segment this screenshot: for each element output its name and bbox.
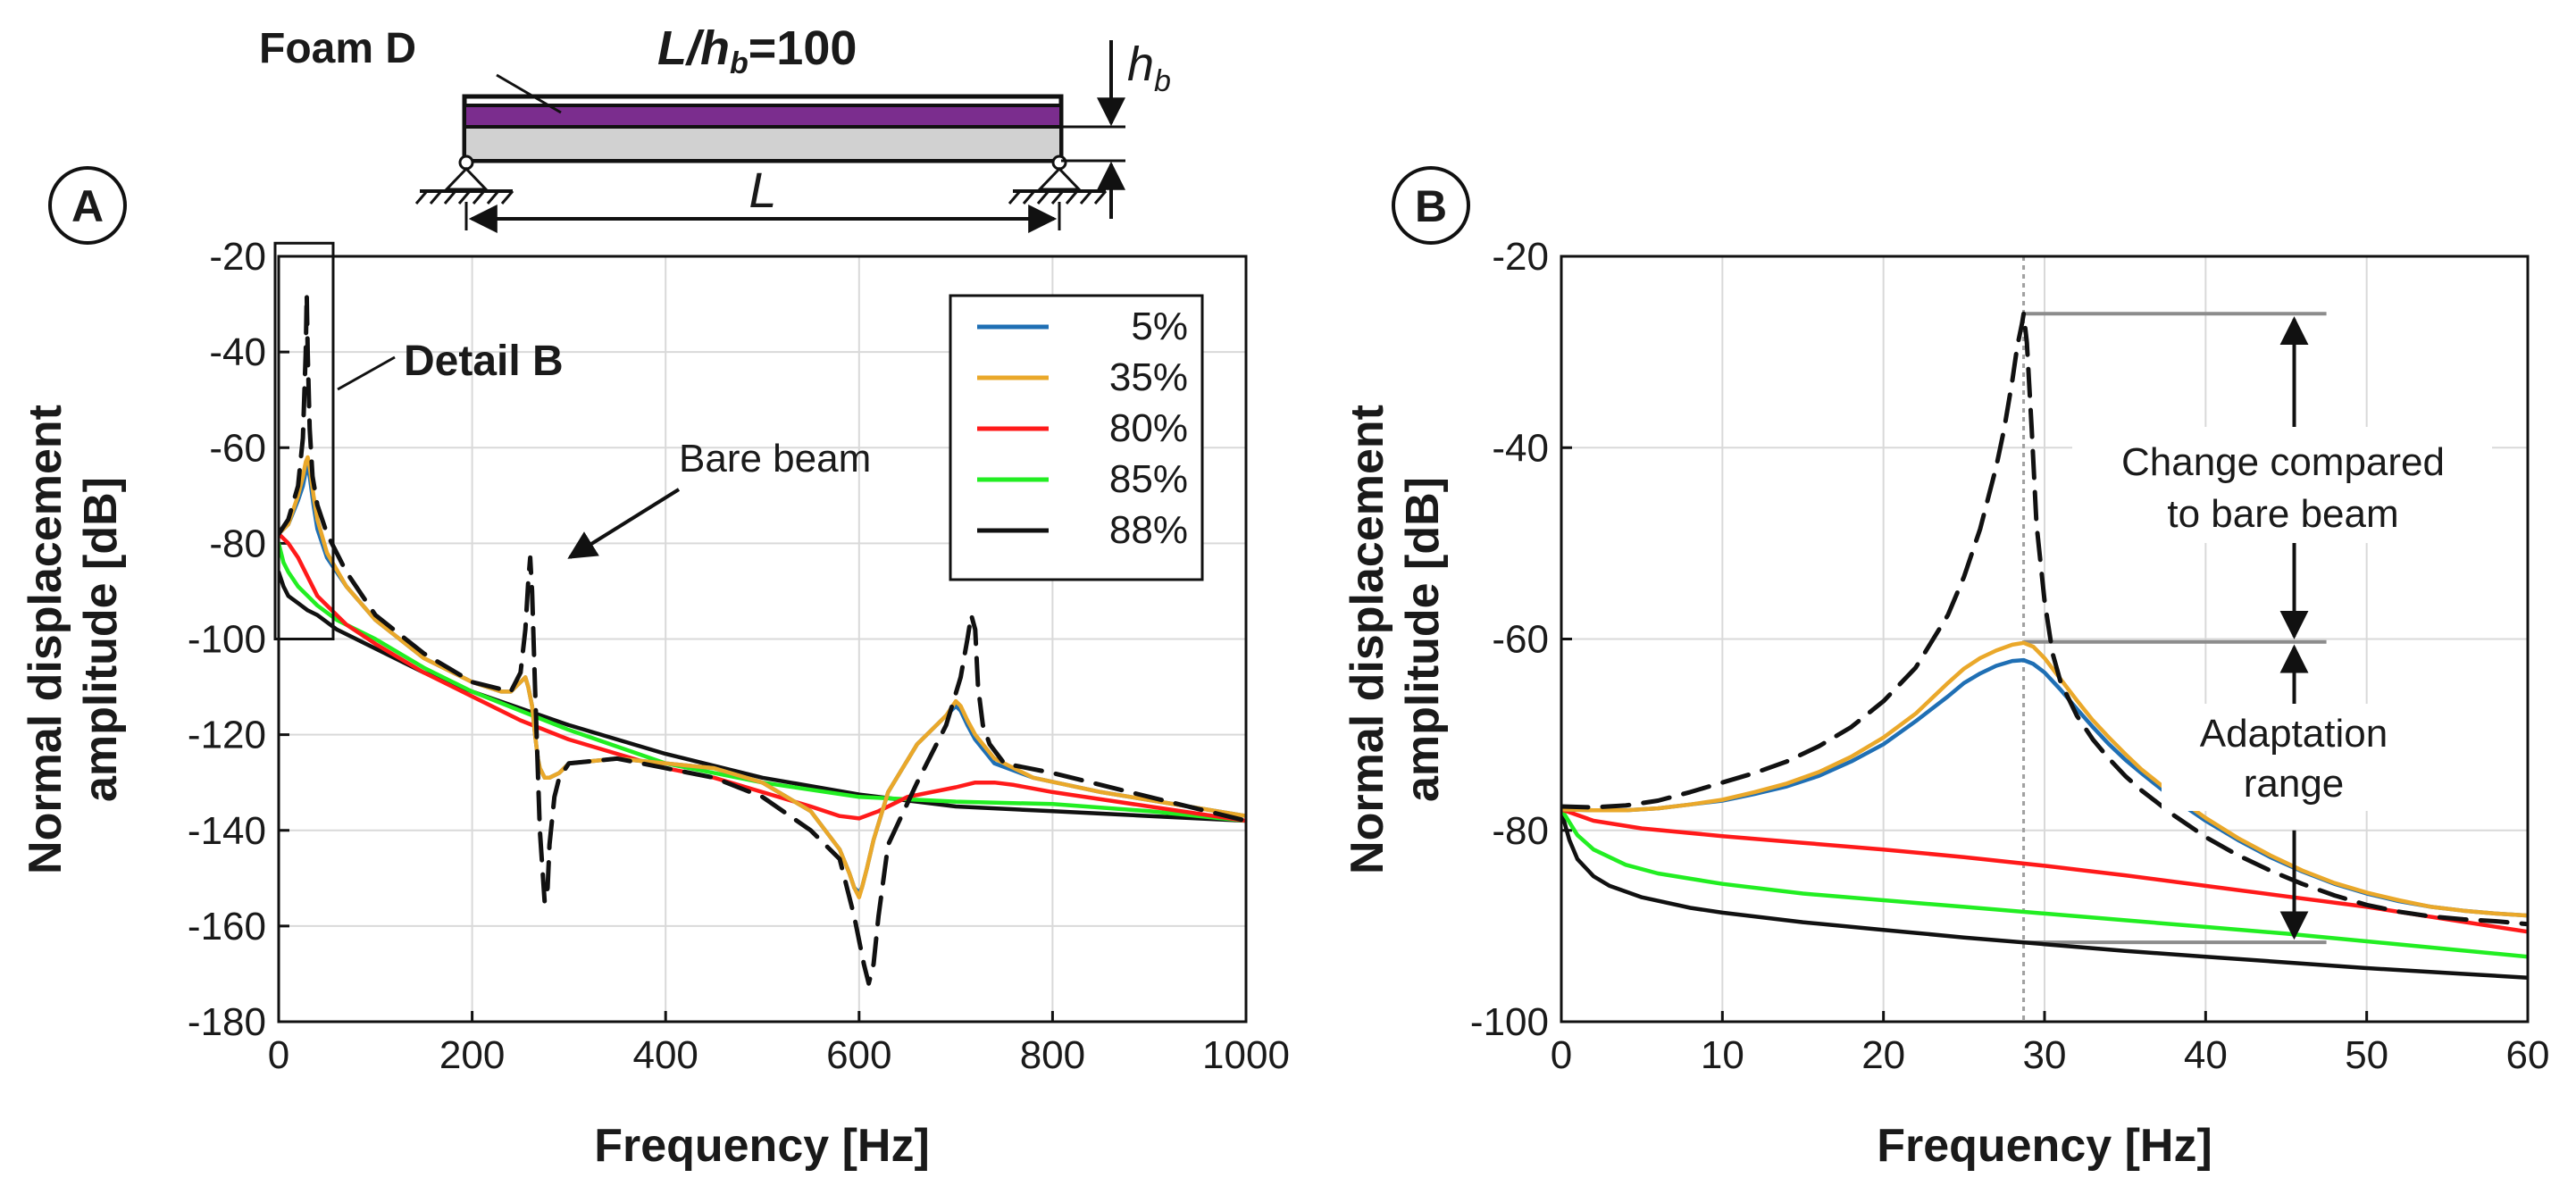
series-line-85pct-panel-b	[1561, 806, 2528, 959]
change-label-line1: Change compared	[2121, 440, 2445, 484]
beam-schematic: L hb Foam D L/hb=100	[259, 21, 1171, 233]
legend-label-80pct: 80%	[1109, 406, 1188, 450]
bare-beam-arrow	[567, 488, 681, 559]
series-line-bare-beam-panel-b	[1561, 311, 2528, 927]
x-tick-label: 50	[2345, 1033, 2388, 1077]
foam-layer	[466, 105, 1059, 127]
y-tick-label: -20	[209, 235, 266, 279]
y-tick-label: -120	[188, 714, 266, 757]
panel-b-xlabel: Frequency [Hz]	[1877, 1120, 2212, 1172]
x-tick-label: 10	[1701, 1033, 1744, 1077]
y-tick-label: -80	[1492, 809, 1549, 853]
foam-leader	[496, 73, 562, 114]
series-line-80pct-panel-b	[1561, 806, 2528, 934]
legend-label-85pct: 85%	[1109, 457, 1188, 501]
length-label: L	[749, 162, 776, 218]
x-tick-label: 400	[632, 1033, 698, 1077]
left-support	[414, 155, 514, 205]
x-tick-label: 60	[2506, 1033, 2550, 1077]
bare-beam-label: Bare beam	[679, 437, 871, 480]
y-tick-label: -140	[188, 809, 266, 853]
panel-b-ylabel: Normal displacement amplitude [dB]	[1342, 405, 1449, 874]
x-tick-label: 30	[2023, 1033, 2067, 1077]
x-tick-label: 0	[268, 1033, 289, 1077]
series-line-88pct-panel-b	[1561, 809, 2528, 980]
panel-b-ticks: 0 10 20 30 40 50 60 -20 -40 -60 -80 -100	[1470, 235, 2550, 1077]
svg-text:Normal displacement: Normal displacement	[20, 405, 71, 874]
panel-b-series	[1561, 311, 2528, 980]
detail-b-box	[273, 241, 335, 640]
legend-label-88pct: 88%	[1109, 508, 1188, 552]
panel-b-reference-lines	[2022, 256, 2327, 1022]
y-tick-label: -80	[209, 522, 266, 565]
adapt-label-line2: range	[2244, 762, 2345, 806]
svg-text:amplitude [dB]: amplitude [dB]	[1397, 477, 1449, 802]
series-line-bare-beam-panel-a	[279, 292, 1246, 986]
series-line-88pct-panel-a	[279, 570, 1246, 823]
right-support	[1008, 155, 1108, 205]
y-tick-label: -40	[209, 330, 266, 374]
legend: 5% 35% 80% 85% 88%	[949, 294, 1204, 581]
x-tick-label: 600	[826, 1033, 891, 1077]
x-tick-label: 40	[2184, 1033, 2228, 1077]
y-tick-label: -40	[1492, 426, 1549, 470]
y-tick-label: -100	[1470, 1000, 1549, 1044]
series-line-85pct-panel-a	[279, 541, 1246, 823]
panel-a-ylabel: Normal displacement amplitude [dB]	[20, 405, 127, 874]
panel-a-letter: A	[48, 166, 127, 245]
series-line-35pct-panel-b	[1561, 640, 2528, 918]
adapt-label-bg	[2162, 704, 2426, 811]
y-tick-label: -60	[209, 426, 266, 470]
adapt-label-line1: Adaptation	[2200, 712, 2388, 756]
panel-a-series	[279, 292, 1246, 986]
y-tick-label: -20	[1492, 235, 1549, 279]
svg-text:Normal displacement: Normal displacement	[1342, 405, 1393, 874]
y-tick-label: -180	[188, 1000, 266, 1044]
panel-b-letter: B	[1392, 166, 1470, 245]
y-tick-label: -60	[1492, 618, 1549, 662]
x-tick-label: 20	[1861, 1033, 1905, 1077]
x-tick-label: 800	[1020, 1033, 1085, 1077]
detail-b-leader	[337, 355, 396, 391]
svg-text:amplitude [dB]: amplitude [dB]	[75, 477, 127, 802]
panel-a-xlabel: Frequency [Hz]	[594, 1120, 930, 1172]
foam-label: Foam D	[259, 25, 416, 72]
svg-text:A: A	[71, 181, 104, 231]
hb-label: hb	[1127, 38, 1171, 98]
beam-core	[466, 127, 1059, 159]
detail-b-label: Detail B	[404, 338, 564, 385]
panel-b-axes-box	[1560, 255, 2530, 1023]
legend-label-35pct: 35%	[1109, 355, 1188, 399]
panel-b: B 0 10 20 30 40 50 60 -20 -40 -60 -80 -100 Change c…	[1342, 166, 2550, 1172]
legend-label-5pct: 5%	[1131, 305, 1188, 348]
y-tick-label: -160	[188, 905, 266, 948]
change-label-line2: to bare beam	[2167, 492, 2398, 536]
ratio-label: L/hb=100	[657, 21, 857, 80]
x-tick-label: 0	[1551, 1033, 1572, 1077]
svg-text:B: B	[1415, 181, 1447, 231]
panel-a-ticks: 0 200 400 600 800 1000 -20 -40 -60 -80 -100 -120 -14…	[188, 235, 1290, 1077]
series-line-35pct-panel-a	[279, 455, 1246, 899]
x-tick-label: 200	[439, 1033, 505, 1077]
panel-a: A 0 200 400 600 800 1000 -20 -40 -60 -80 -100 -120 -…	[20, 166, 1290, 1172]
y-tick-label: -100	[188, 618, 266, 662]
x-tick-label: 1000	[1202, 1033, 1290, 1077]
change-label-bg	[2072, 427, 2492, 543]
